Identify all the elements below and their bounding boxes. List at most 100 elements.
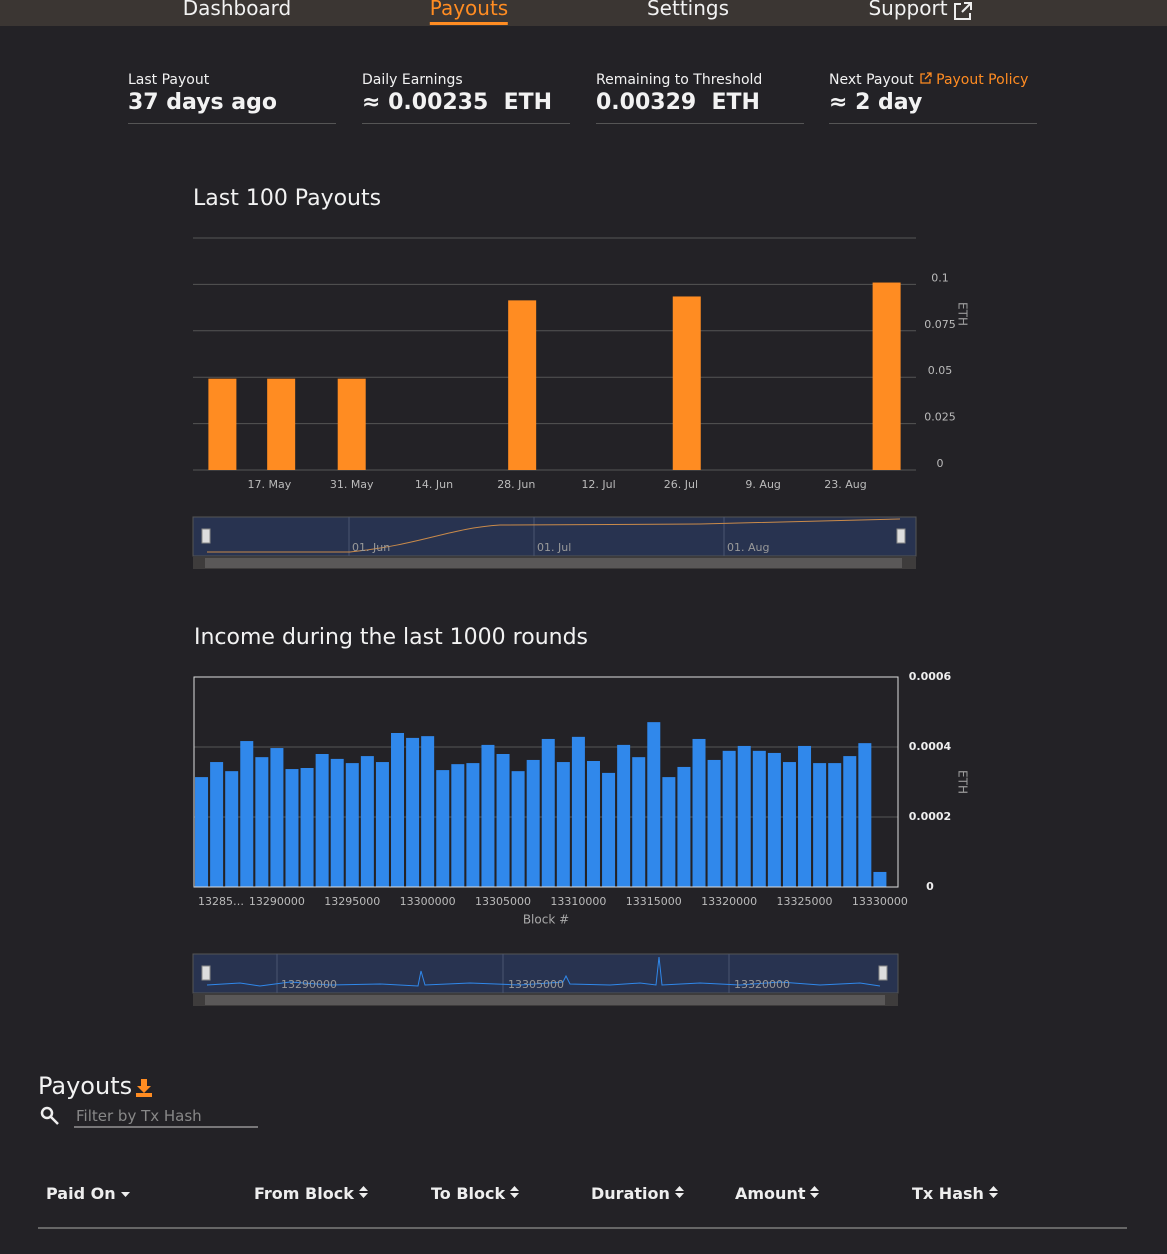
bar [300,768,314,887]
bar [571,736,585,887]
column-title[interactable]: Duration [591,1184,670,1203]
stat-label: Next Payout Payout Policy [829,72,1037,88]
stat: Last Payout 37 days ago [128,72,336,124]
x-axis-label: Block # [523,913,569,927]
navigator-handle[interactable] [896,528,906,544]
navigator[interactable] [192,516,917,557]
navigator-label: 13305000 [508,978,564,991]
bar [345,763,359,887]
bar [225,771,239,887]
column-header[interactable]: Tx Hash [912,1184,1000,1203]
navigator-label: 01. Jun [352,541,390,554]
y-axis-label: ETH [956,770,970,794]
y-tick-label: 0.1 [931,271,949,284]
bar [315,754,329,887]
bar [210,762,224,887]
bar [798,745,812,887]
bar [722,750,736,887]
chart-title: Income during the last 1000 rounds [194,625,588,650]
navigator-line [206,956,881,987]
bar [541,738,555,887]
column-header[interactable]: Duration [591,1184,686,1203]
sort-icon[interactable] [120,1185,132,1199]
bar [466,763,480,887]
x-tick-label: 14. Jun [415,478,453,491]
bar [632,757,646,887]
download-icon[interactable] [136,1079,152,1097]
bar [511,771,525,887]
bar [195,777,209,887]
sort-icon[interactable] [809,1185,821,1199]
nav-item[interactable]: Dashboard [182,0,292,20]
navigator[interactable] [192,953,899,994]
nav-item[interactable]: Support [868,0,948,20]
y-tick-label: 0 [926,880,934,893]
y-tick-label: 0.025 [924,411,956,424]
stat-label: Remaining to Threshold [596,72,763,88]
scrollbar-thumb[interactable] [205,558,902,568]
x-tick-label: 13325000 [777,895,833,908]
bar [496,754,510,887]
bar [737,745,751,887]
bar [672,296,701,470]
bar [677,766,691,887]
bar [586,761,600,887]
payout-policy-link[interactable]: Payout Policy [920,72,1029,88]
bar [828,763,842,887]
sort-icon[interactable] [988,1185,1000,1199]
navigator-handle[interactable] [878,965,888,981]
scrollbar-thumb[interactable] [205,995,885,1005]
nav-item[interactable]: Settings [646,0,730,20]
bar [337,378,366,470]
column-header[interactable]: From Block [254,1184,370,1203]
x-tick-label: 13310000 [550,895,606,908]
bar [526,759,540,887]
stat-value: ≈ 0.00235 ETH [362,90,553,115]
column-title[interactable]: To Block [431,1184,506,1203]
bar [451,764,465,887]
stat-label-text: Next Payout [829,72,914,88]
x-tick-label: 9. Aug [745,478,780,491]
column-title[interactable]: Paid On [46,1184,116,1203]
column-title[interactable]: From Block [254,1184,354,1203]
x-tick-label: 13320000 [701,895,757,908]
column-title[interactable]: Amount [735,1184,806,1203]
sort-icon[interactable] [358,1185,370,1199]
stat-value: ≈ 2 day [829,90,923,115]
x-tick-label: 13305000 [475,895,531,908]
bar [267,378,296,470]
y-axis-label: ETH [956,302,970,326]
nav-item[interactable]: Payouts [429,0,509,25]
external-link-icon [920,72,932,84]
x-tick-label: 23. Aug [824,478,866,491]
bar [647,722,661,887]
x-tick-label: 26. Jul [664,478,698,491]
link-text[interactable]: Payout Policy [936,72,1029,88]
sort-icon[interactable] [674,1185,686,1199]
bar [662,777,676,887]
bar [240,741,254,887]
x-tick-label: 28. Jun [497,478,535,491]
navigator-label: 01. Jul [537,541,571,554]
sort-icon[interactable] [509,1185,521,1199]
filter-input[interactable]: Filter by Tx Hash [76,1107,202,1125]
x-tick-label: 13295000 [324,895,380,908]
external-link-icon[interactable] [952,1,972,21]
stat: Daily Earnings ≈ 0.00235 ETH [362,72,570,124]
navigator-handle[interactable] [201,528,211,544]
bar [375,762,389,887]
y-tick-label: 0.0004 [909,740,952,753]
bar [873,871,887,887]
navigator-handle[interactable] [201,965,211,981]
x-tick-label: 13300000 [400,895,456,908]
bar [707,759,721,887]
column-header[interactable]: Amount [735,1184,821,1203]
bar [360,756,374,887]
bar [406,737,420,887]
column-header[interactable]: To Block [431,1184,521,1203]
column-title[interactable]: Tx Hash [912,1184,984,1203]
column-header[interactable]: Paid On [46,1184,132,1203]
x-tick-label: 13315000 [626,895,682,908]
bar [692,738,706,887]
